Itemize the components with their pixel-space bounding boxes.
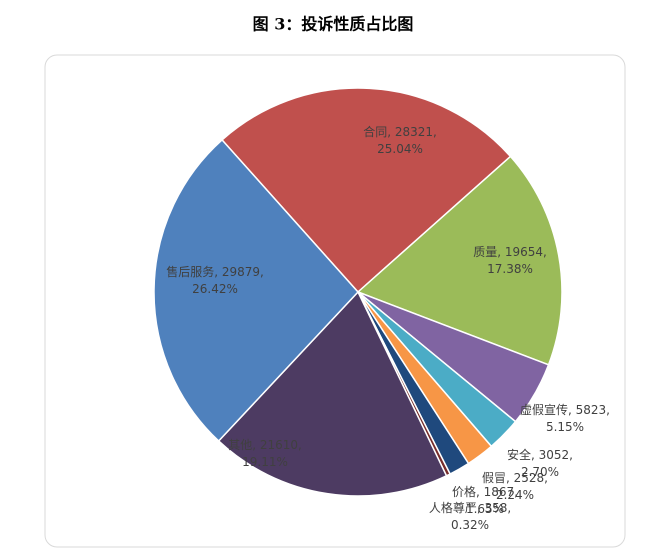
data-label-line: 假冒, 2528, xyxy=(482,471,548,485)
data-label-line: 人格尊严, 358, xyxy=(429,500,511,515)
data-label: 其他, 21610, 19.11% xyxy=(228,438,302,469)
data-label: 售后服务, 29879, 26.42% xyxy=(166,264,264,296)
data-label-line: 虚假宣传, 5823, xyxy=(520,402,610,417)
pie-slice xyxy=(356,155,563,366)
data-label: 安全, 3052, 2.70% xyxy=(507,447,573,479)
data-label-line: 19.11% xyxy=(242,455,288,469)
data-label-line: 5.15% xyxy=(546,420,584,434)
pie-slice xyxy=(153,138,360,443)
data-label: 人格尊严, 358, 0.32% xyxy=(429,500,511,532)
data-label-line: 2.70% xyxy=(521,465,559,479)
data-label-line: 其他, 21610, xyxy=(228,438,302,452)
pie-slice xyxy=(217,290,448,497)
data-label-line: 售后服务, 29879, xyxy=(166,264,264,279)
data-label-line: 价格, 1867, xyxy=(452,484,518,499)
data-label-line: 0.32% xyxy=(451,518,489,532)
data-label: 假冒, 2528, 2.24% xyxy=(482,471,548,502)
data-label: 质量, 19654, 17.38% xyxy=(473,245,547,276)
data-label-line: 25.04% xyxy=(377,142,423,156)
chart-title: 图 3：投诉性质占比图 xyxy=(253,15,414,34)
pie-slice xyxy=(220,87,512,294)
data-label: 合同, 28321, 25.04% xyxy=(363,124,437,156)
data-label-line: 17.38% xyxy=(487,262,533,276)
data-label-line: 合同, 28321, xyxy=(363,124,437,139)
data-label: 虚假宣传, 5823, 5.15% xyxy=(520,402,610,434)
data-label-line: 1.65% xyxy=(466,502,504,516)
data-label-line: 安全, 3052, xyxy=(507,447,573,462)
data-label-line: 2.24% xyxy=(496,488,534,502)
data-label-line: 26.42% xyxy=(192,282,238,296)
data-label-line: 质量, 19654, xyxy=(473,245,547,259)
data-label: 价格, 1867, 1.65% xyxy=(452,484,518,516)
